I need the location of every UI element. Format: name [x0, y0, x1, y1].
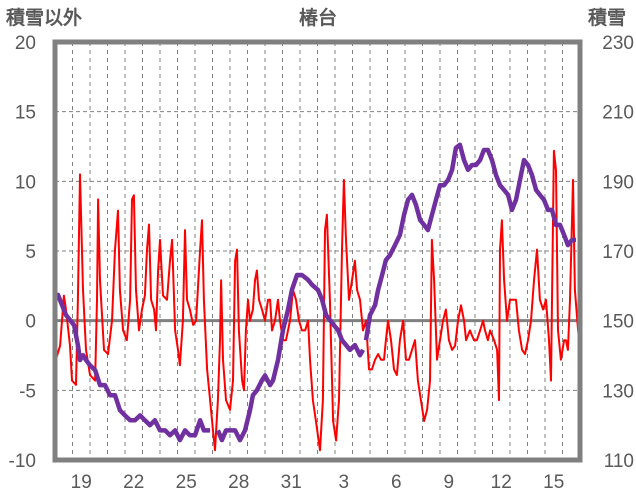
right-y-tick-label: 130 — [602, 381, 634, 402]
x-tick-label: 31 — [281, 472, 302, 493]
right-y-tick-label: 150 — [602, 312, 634, 333]
x-tick-label: 22 — [123, 472, 144, 493]
x-tick-label: 3 — [338, 472, 349, 493]
series-lines — [53, 142, 581, 452]
left-y-tick-label: -5 — [19, 381, 36, 402]
x-ticks: 19 22 25 28 31 3 6 9 12 15 — [71, 472, 565, 493]
left-axis-title: 積雪以外 — [6, 6, 82, 29]
left-y-tick-label: 10 — [15, 172, 36, 193]
right-axis-title: 積雪 — [588, 6, 626, 29]
left-y-tick-label: -10 — [9, 451, 36, 472]
chart-title: 椿台 — [299, 6, 337, 29]
left-y-tick-label: 15 — [15, 103, 36, 124]
right-y-tick-label: 110 — [604, 451, 634, 472]
x-tick-label: 6 — [391, 472, 402, 493]
right-y-tick-label: 230 — [602, 33, 634, 54]
other-series-line — [54, 149, 581, 452]
snow-depth-line — [53, 142, 576, 443]
x-tick-label: 12 — [491, 472, 512, 493]
left-y-tick-label: 0 — [25, 312, 36, 333]
right-y-tick-label: 190 — [602, 172, 634, 193]
right-y-ticks: 230 210 190 170 150 130 110 — [602, 33, 634, 472]
left-y-tick-label: 5 — [25, 242, 36, 263]
left-y-ticks: 20 15 10 5 0 -5 -10 — [9, 33, 36, 472]
left-y-tick-label: 20 — [15, 33, 36, 54]
gridlines — [55, 42, 580, 460]
plot-frame — [52, 39, 583, 463]
x-tick-label: 28 — [228, 472, 249, 493]
x-tick-label: 25 — [176, 472, 197, 493]
right-y-tick-label: 210 — [602, 103, 634, 124]
x-tick-label: 15 — [543, 472, 564, 493]
x-tick-label: 19 — [71, 472, 92, 493]
right-y-tick-label: 170 — [602, 242, 634, 263]
x-tick-label: 9 — [443, 472, 454, 493]
